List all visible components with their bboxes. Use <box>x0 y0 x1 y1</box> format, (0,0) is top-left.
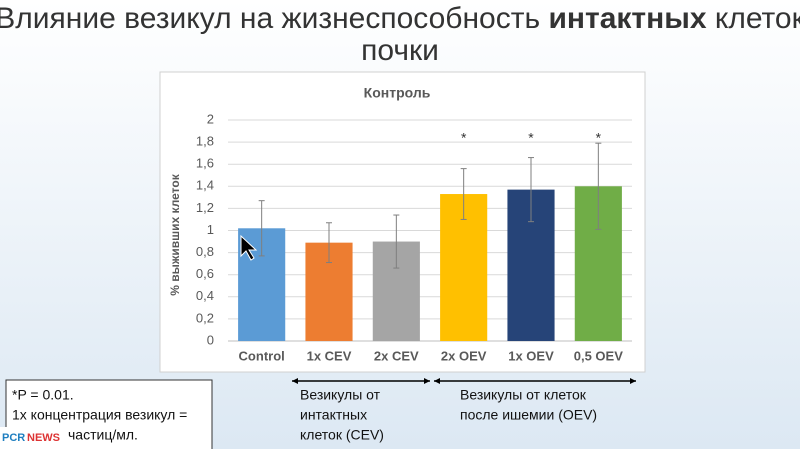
logo-bg <box>0 427 62 449</box>
x-tick-label: 1x OEV <box>508 348 554 363</box>
y-tick-label: 1 <box>207 222 214 237</box>
y-tick-label: 0,6 <box>196 266 214 281</box>
title-part: клеток <box>707 2 800 35</box>
y-tick-label: 1,2 <box>196 200 214 215</box>
significance-mark: * <box>528 130 534 146</box>
logo-text: NEWS <box>27 432 60 444</box>
y-tick-label: 1,6 <box>196 156 214 171</box>
x-tick-label: 0,5 OEV <box>574 348 623 363</box>
logo: PCR NEWS <box>0 427 62 449</box>
group-label: после ишемии (OEV) <box>460 407 597 423</box>
title-part: Влияние везикул на жизнеспособность <box>0 2 548 35</box>
slide-title: почки <box>361 34 439 67</box>
y-tick-label: 0,2 <box>196 310 214 325</box>
y-tick-label: 1,8 <box>196 134 214 149</box>
note-line: *P = 0.01. <box>12 387 74 403</box>
y-tick-label: 0 <box>207 332 214 347</box>
group-label: клеток (CEV) <box>300 427 384 443</box>
title-part: интактных <box>548 2 706 35</box>
x-tick-label: Control <box>239 348 285 363</box>
y-tick-label: 2 <box>207 111 214 126</box>
chart-title: Контроль <box>364 85 431 101</box>
cursor <box>240 234 258 261</box>
note-line: 1x концентрация везикул = <box>12 407 187 423</box>
x-tick-label: 1x CEV <box>307 348 352 363</box>
significance-mark: * <box>596 130 602 146</box>
y-tick-label: 1,4 <box>196 178 214 193</box>
significance-mark: * <box>461 130 467 146</box>
logo-text: PCR <box>2 432 25 444</box>
note-line: частиц/мл. <box>68 427 138 443</box>
y-axis-label: % выживших клеток <box>168 173 182 295</box>
y-tick-label: 0,8 <box>196 244 214 259</box>
group-label: интактных <box>300 407 367 423</box>
x-tick-label: 2x OEV <box>441 348 487 363</box>
slide-title: Влияние везикул на жизнеспособность инта… <box>0 2 800 35</box>
x-tick-label: 2x CEV <box>374 348 419 363</box>
y-tick-label: 0,4 <box>196 288 214 303</box>
group-label: Везикулы от <box>300 387 381 403</box>
group-label: Везикулы от клеток <box>460 387 587 403</box>
